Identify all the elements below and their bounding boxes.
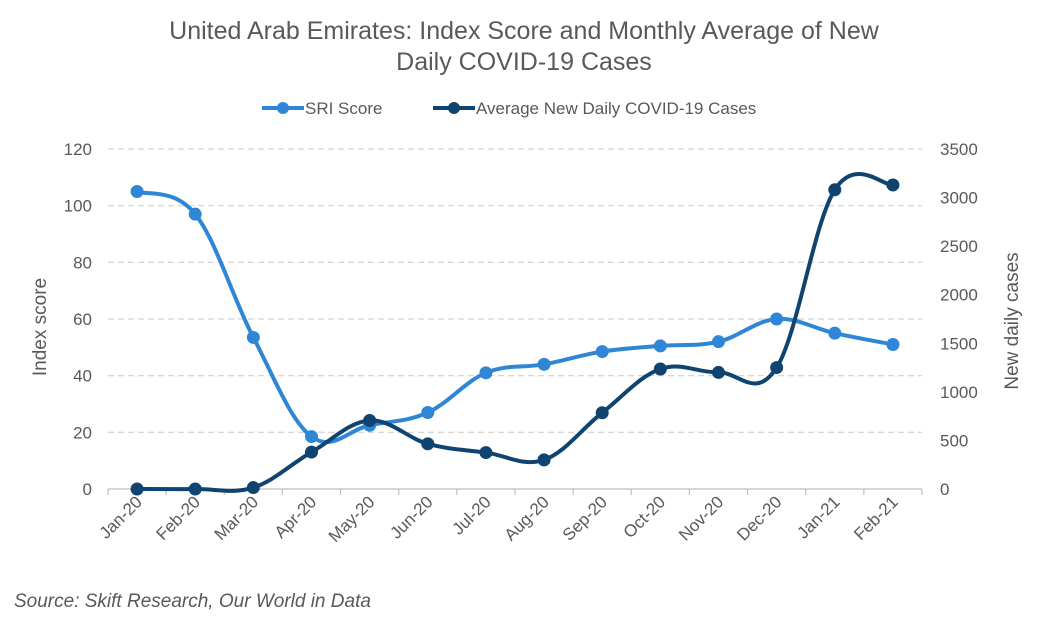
x-tick-label: Jan-20 <box>96 492 146 542</box>
sri-score-point <box>595 345 609 359</box>
y-left-tick-label: 40 <box>73 367 92 386</box>
sri-score-point <box>421 406 435 419</box>
y-left-tick-label: 0 <box>83 480 92 499</box>
sri-score-point <box>770 312 784 326</box>
x-tick-label: May-20 <box>325 492 379 546</box>
x-tick-label: Oct-20 <box>620 492 670 542</box>
covid-cases-point <box>363 414 377 428</box>
chart-title-line: Daily COVID-19 Cases <box>396 48 652 76</box>
chart-title: United Arab Emirates: Index Score and Mo… <box>169 17 880 76</box>
sri-score-point <box>188 207 202 221</box>
x-tick-label: Jan-21 <box>793 492 843 542</box>
x-tick-label: Feb-21 <box>850 492 902 544</box>
sri-score-point <box>246 330 260 344</box>
covid-cases-point <box>479 446 493 460</box>
covid-cases-point <box>886 178 900 192</box>
x-tick-label: Aug-20 <box>501 492 553 544</box>
sri-score-point <box>305 430 318 444</box>
y-left-axis-title: Index score <box>30 278 51 376</box>
covid-cases-point <box>712 365 725 379</box>
y-right-tick-label: 2500 <box>940 237 978 256</box>
covid-cases-point <box>595 406 609 420</box>
covid-cases-point <box>537 453 551 467</box>
y-left-tick-label: 80 <box>73 253 92 272</box>
covid-cases-point <box>770 361 784 375</box>
gridlines <box>108 148 922 433</box>
series-points <box>130 178 900 496</box>
x-tick-label: Jun-20 <box>386 492 436 542</box>
sri-score-point <box>828 326 842 340</box>
covid-cases-point <box>130 482 144 496</box>
x-tick-label: Jul-20 <box>449 492 495 538</box>
covid-cases-point <box>653 362 667 376</box>
x-tick-label: Dec-20 <box>733 492 785 544</box>
x-tick-label: Mar-20 <box>211 492 263 544</box>
sri-score-point <box>537 357 551 371</box>
covid-cases-point <box>246 481 260 495</box>
covid-cases-point <box>828 183 842 197</box>
covid-cases-point <box>188 482 202 496</box>
y-left-tick-label: 100 <box>64 197 92 216</box>
y-right-tick-label: 0 <box>940 480 949 499</box>
y-right-axis-title: New daily cases <box>1002 252 1023 389</box>
covid-cases-point <box>305 445 318 459</box>
y-right-tick-label: 500 <box>940 431 968 450</box>
sri-score-point <box>886 338 900 351</box>
x-tick-label: Nov-20 <box>675 492 727 544</box>
covid-cases-point <box>421 437 435 451</box>
sri-score-point <box>479 366 493 380</box>
legend: SRI Score Average New Daily COVID-19 Case… <box>262 99 756 118</box>
y-left-tick-label: 120 <box>64 140 92 159</box>
y-left-tick-label: 60 <box>73 310 92 329</box>
y-right-tick-label: 3500 <box>940 140 978 159</box>
x-tick-label: Apr-20 <box>271 492 321 542</box>
legend-label: Average New Daily COVID-19 Cases <box>476 99 756 118</box>
sri-score-point <box>712 335 725 349</box>
x-tick-label: Feb-20 <box>153 492 205 544</box>
y-right-tick-label: 1500 <box>940 334 978 353</box>
sri-score-point <box>653 339 667 353</box>
y-left-tick-label: 20 <box>73 423 92 442</box>
chart-title-line: United Arab Emirates: Index Score and Mo… <box>169 17 880 45</box>
legend-marker <box>448 102 460 114</box>
y-right-tick-label: 2000 <box>940 286 978 305</box>
legend-marker <box>277 102 289 114</box>
source-note: Source: Skift Research, Our World in Dat… <box>14 591 371 612</box>
y-right-tick-label: 3000 <box>940 189 978 208</box>
y-right-tick-label: 1000 <box>940 383 978 402</box>
legend-label: SRI Score <box>305 99 382 118</box>
sri-score-point <box>130 185 144 198</box>
x-tick-label: Sep-20 <box>559 492 611 544</box>
